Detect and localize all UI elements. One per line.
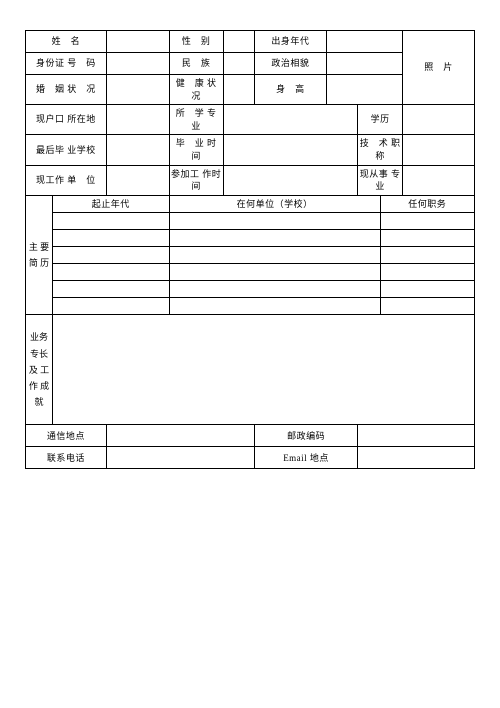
label-at-unit: 在何单位（学校） xyxy=(169,195,380,213)
value-health xyxy=(223,75,254,105)
form-page: 姓 名 性 别 出身年代 照 片 身份证 号 码 民 族 政治相貌 婚 姻 状 … xyxy=(0,0,500,489)
label-gender: 性 别 xyxy=(169,31,223,53)
label-grad-time: 毕 业 时 间 xyxy=(169,135,223,165)
form-table: 姓 名 性 别 出身年代 照 片 身份证 号 码 民 族 政治相貌 婚 姻 状 … xyxy=(25,30,475,469)
value-specialty xyxy=(52,315,474,425)
resume-row xyxy=(26,247,475,264)
value-height xyxy=(326,75,402,105)
label-specialty: 业务 专长 及 工作 成就 xyxy=(26,315,53,425)
value-political xyxy=(326,53,402,75)
value-tech-title xyxy=(403,135,475,165)
value-address xyxy=(106,425,254,447)
label-major-studied: 所 学 专 业 xyxy=(169,105,223,135)
label-address: 通信地点 xyxy=(26,425,107,447)
value-hukou xyxy=(106,105,169,135)
value-ethnicity xyxy=(223,53,254,75)
value-birth-era xyxy=(326,31,402,53)
label-birth-era: 出身年代 xyxy=(254,31,326,53)
label-hukou: 现户口 所在地 xyxy=(26,105,107,135)
value-major-studied xyxy=(223,105,358,135)
resume-row xyxy=(26,213,475,230)
label-resume: 主 要 简 历 xyxy=(26,195,53,315)
label-health: 健 康 状 况 xyxy=(169,75,223,105)
label-name: 姓 名 xyxy=(26,31,107,53)
value-join-time xyxy=(223,165,358,195)
value-education xyxy=(403,105,475,135)
label-political: 政治相貌 xyxy=(254,53,326,75)
value-grad-time xyxy=(223,135,358,165)
label-current-major: 现从事 专 业 xyxy=(358,165,403,195)
photo-box: 照 片 xyxy=(403,31,475,105)
value-last-school xyxy=(106,135,169,165)
label-work-unit: 现工作 单 位 xyxy=(26,165,107,195)
label-email: Email 地点 xyxy=(254,447,357,469)
label-phone: 联系电话 xyxy=(26,447,107,469)
value-current-major xyxy=(403,165,475,195)
value-gender xyxy=(223,31,254,53)
label-join-time: 参加工 作时间 xyxy=(169,165,223,195)
label-education: 学历 xyxy=(358,105,403,135)
value-name xyxy=(106,31,169,53)
label-position: 任何职务 xyxy=(380,195,474,213)
value-work-unit xyxy=(106,165,169,195)
resume-row xyxy=(26,264,475,281)
resume-row xyxy=(26,230,475,247)
value-phone xyxy=(106,447,254,469)
value-email xyxy=(358,447,475,469)
label-last-school: 最后毕 业学校 xyxy=(26,135,107,165)
resume-row xyxy=(26,281,475,298)
label-ethnicity: 民 族 xyxy=(169,53,223,75)
label-id: 身份证 号 码 xyxy=(26,53,107,75)
label-period: 起止年代 xyxy=(52,195,169,213)
value-marital xyxy=(106,75,169,105)
value-id xyxy=(106,53,169,75)
label-tech-title: 技 术 职 称 xyxy=(358,135,403,165)
label-postcode: 邮政编码 xyxy=(254,425,357,447)
value-postcode xyxy=(358,425,475,447)
resume-row xyxy=(26,298,475,315)
label-height: 身 高 xyxy=(254,75,326,105)
label-marital: 婚 姻 状 况 xyxy=(26,75,107,105)
